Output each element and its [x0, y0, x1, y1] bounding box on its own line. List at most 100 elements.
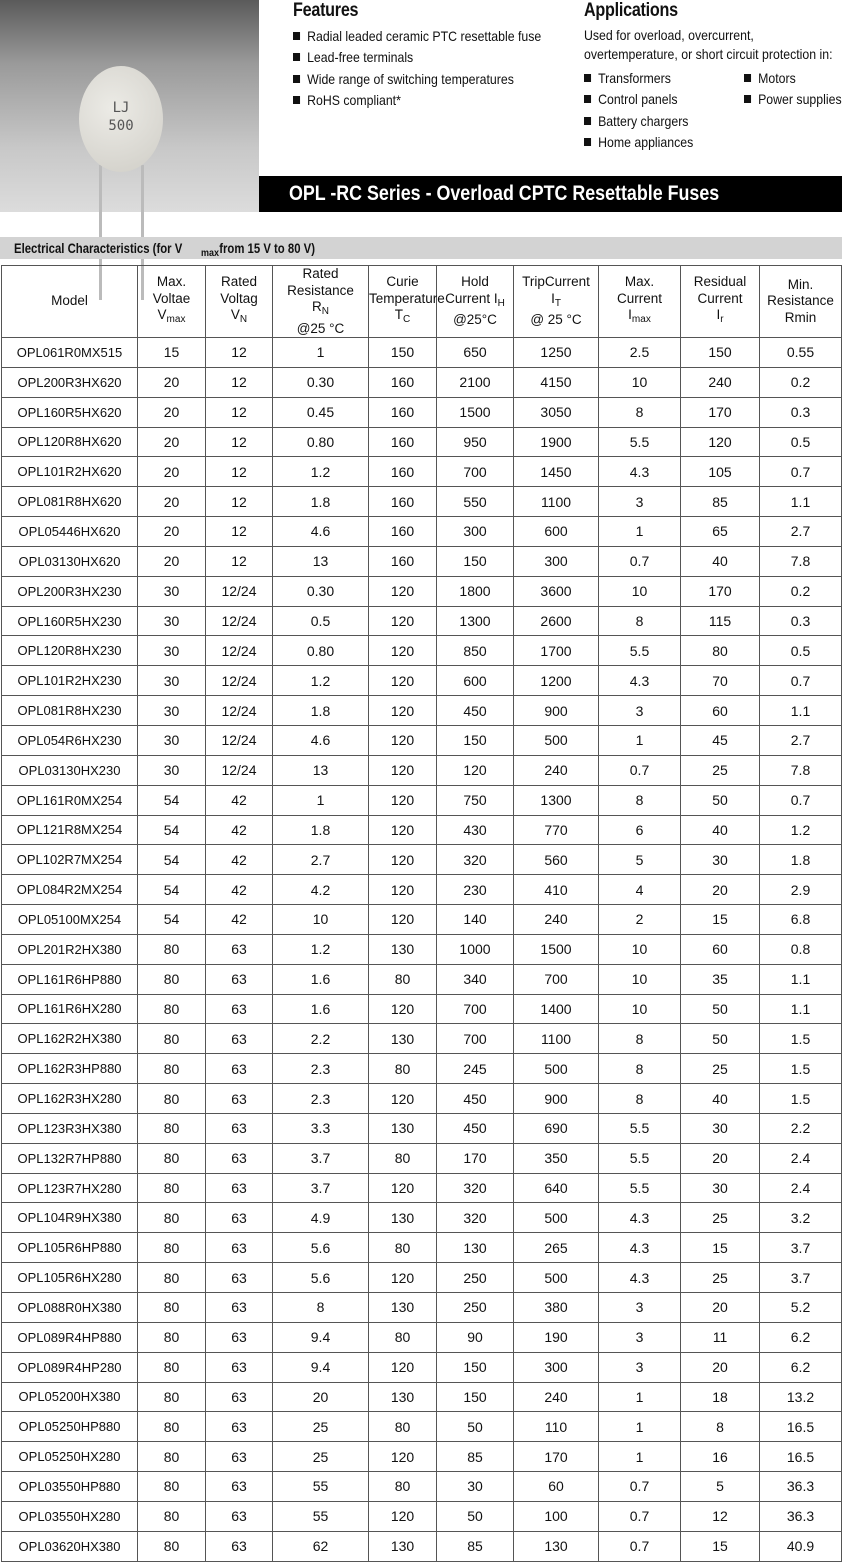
cell-rated-voltage: 12 — [205, 516, 273, 547]
cell-hold-current: 1300 — [436, 605, 514, 637]
cell-curie-temperature: 120 — [368, 724, 437, 756]
cell-min-resistance: 0.8 — [759, 933, 842, 965]
cell-rated-resistance: 1.8 — [272, 814, 369, 846]
table-row: OPL121R8MX254 54 42 1.8 120 430 770 6 40 1.2 — [1, 814, 842, 846]
cell-max-current: 0.7 — [598, 1500, 681, 1532]
cell-min-resistance: 2.4 — [759, 1142, 842, 1174]
cell-model: OPL03130HX620 — [1, 545, 138, 577]
cell-model: OPL089R4HP280 — [1, 1351, 138, 1383]
cell-max-current: 3 — [598, 1351, 681, 1383]
cell-residual-current: 170 — [680, 575, 760, 607]
cell-rated-voltage: 63 — [205, 1023, 273, 1055]
table-row: OPL03620HX380 80 63 62 130 85 130 0.7 15 40.9 — [1, 1530, 842, 1562]
section-title: Electrical Characteristics (for V max fro… — [14, 237, 325, 265]
cell-min-resistance: 1.1 — [759, 993, 842, 1025]
cell-hold-current: 2100 — [436, 366, 514, 398]
cell-rated-voltage: 63 — [205, 1441, 273, 1473]
cell-residual-current: 11 — [680, 1321, 760, 1353]
cell-curie-temperature: 120 — [368, 665, 437, 697]
cell-model: OPL105R6HP880 — [1, 1232, 138, 1264]
cell-hold-current: 140 — [436, 904, 514, 935]
cell-max-voltage: 54 — [137, 784, 206, 816]
cell-min-resistance: 6.2 — [759, 1321, 842, 1353]
cell-model: OPL054R6HX230 — [1, 724, 138, 756]
cell-rated-voltage: 12 — [205, 426, 273, 458]
cell-curie-temperature: 160 — [368, 366, 437, 398]
features-title: Features — [293, 0, 359, 21]
cell-trip-current: 1250 — [513, 337, 599, 368]
cell-model: OPL104R9HX380 — [1, 1202, 138, 1234]
cell-rated-resistance: 55 — [272, 1500, 369, 1532]
cell-hold-current: 600 — [436, 665, 514, 697]
cell-rated-resistance: 4.6 — [272, 724, 369, 756]
cell-rated-voltage: 12/24 — [205, 605, 273, 637]
table-row: OPL162R3HX280 80 63 2.3 120 450 900 8 40 1.5 — [1, 1083, 842, 1114]
cell-rated-resistance: 0.5 — [272, 605, 369, 637]
table-row: OPL101R2HX620 20 12 1.2 160 700 1450 4.3 105 0.7 — [1, 456, 842, 488]
cell-curie-temperature: 130 — [368, 933, 437, 965]
table-row: OPL03550HX280 80 63 55 120 50 100 0.7 12 36.3 — [1, 1500, 842, 1532]
cell-max-current: 4.3 — [598, 1262, 681, 1293]
cell-hold-current: 340 — [436, 963, 514, 995]
header-text: r — [720, 314, 724, 326]
cell-trip-current: 1300 — [513, 784, 599, 816]
cell-model: OPL05250HX280 — [1, 1441, 138, 1473]
header-text: R — [312, 299, 322, 314]
cell-rated-resistance: 4.2 — [272, 874, 369, 906]
header-text: N — [321, 306, 329, 317]
marking: LJ — [112, 100, 130, 116]
table-row: OPL05250HP880 80 63 25 80 50 110 1 8 16.5 — [1, 1411, 842, 1443]
cell-rated-voltage: 12/24 — [205, 575, 273, 607]
application-item: Transformers — [584, 68, 725, 89]
cell-max-current: 5 — [598, 844, 681, 876]
cell-hold-current: 450 — [436, 695, 514, 726]
header-text: max — [631, 314, 651, 326]
cell-rated-resistance: 1.2 — [272, 933, 369, 965]
cell-rated-resistance: 5.6 — [272, 1262, 369, 1293]
column-header-rated-voltage: Rated Voltag VN — [205, 265, 273, 338]
cell-residual-current: 105 — [680, 456, 760, 488]
table-row: OPL132R7HP880 80 63 3.7 80 170 350 5.5 20 2.4 — [1, 1142, 842, 1174]
cell-min-resistance: 2.7 — [759, 516, 842, 547]
cell-residual-current: 35 — [680, 963, 760, 995]
cell-hold-current: 700 — [436, 1023, 514, 1055]
cell-hold-current: 430 — [436, 814, 514, 846]
cell-max-voltage: 80 — [137, 1023, 206, 1055]
cell-residual-current: 25 — [680, 754, 760, 786]
cell-rated-voltage: 63 — [205, 1053, 273, 1085]
cell-max-voltage: 80 — [137, 1112, 206, 1144]
header-text: Current — [616, 290, 662, 306]
cell-rated-resistance: 1 — [272, 784, 369, 816]
cell-max-current: 8 — [598, 396, 681, 428]
cell-rated-resistance: 1.8 — [272, 695, 369, 726]
cell-residual-current: 15 — [680, 1530, 760, 1562]
cell-max-current: 10 — [598, 933, 681, 965]
cell-residual-current: 115 — [680, 605, 760, 637]
table-row: OPL081R8HX230 30 12/24 1.8 120 450 900 3 60 1.1 — [1, 695, 842, 726]
cell-rated-voltage: 63 — [205, 1202, 273, 1234]
header-text: Hold — [461, 274, 489, 290]
cell-curie-temperature: 120 — [368, 754, 437, 786]
cell-rated-resistance: 13 — [272, 545, 369, 577]
column-header-max-voltage: Max. Voltae Vmax — [137, 265, 206, 338]
cell-rated-resistance: 0.45 — [272, 396, 369, 428]
cell-residual-current: 60 — [680, 695, 760, 726]
cell-trip-current: 3050 — [513, 396, 599, 428]
cell-curie-temperature: 80 — [368, 963, 437, 995]
table-row: OPL081R8HX620 20 12 1.8 160 550 1100 3 85 1.1 — [1, 486, 842, 518]
cell-max-voltage: 80 — [137, 1351, 206, 1383]
cell-trip-current: 380 — [513, 1292, 599, 1323]
cell-max-voltage: 80 — [137, 1381, 206, 1413]
section-title-sub: max — [200, 248, 220, 259]
table-row: OPL101R2HX230 30 12/24 1.2 120 600 1200 4.3 70 0.… — [1, 665, 842, 697]
cell-residual-current: 30 — [680, 1172, 760, 1204]
cell-rated-voltage: 12/24 — [205, 635, 273, 667]
product-photo: LJ 500 — [0, 0, 259, 300]
cell-trip-current: 900 — [513, 1083, 599, 1114]
cell-curie-temperature: 130 — [368, 1530, 437, 1562]
cell-residual-current: 12 — [680, 1500, 760, 1532]
cell-model: OPL101R2HX620 — [1, 456, 138, 488]
lead-wire — [99, 165, 102, 300]
cell-max-current: 1 — [598, 1411, 681, 1443]
cell-trip-current: 690 — [513, 1112, 599, 1144]
